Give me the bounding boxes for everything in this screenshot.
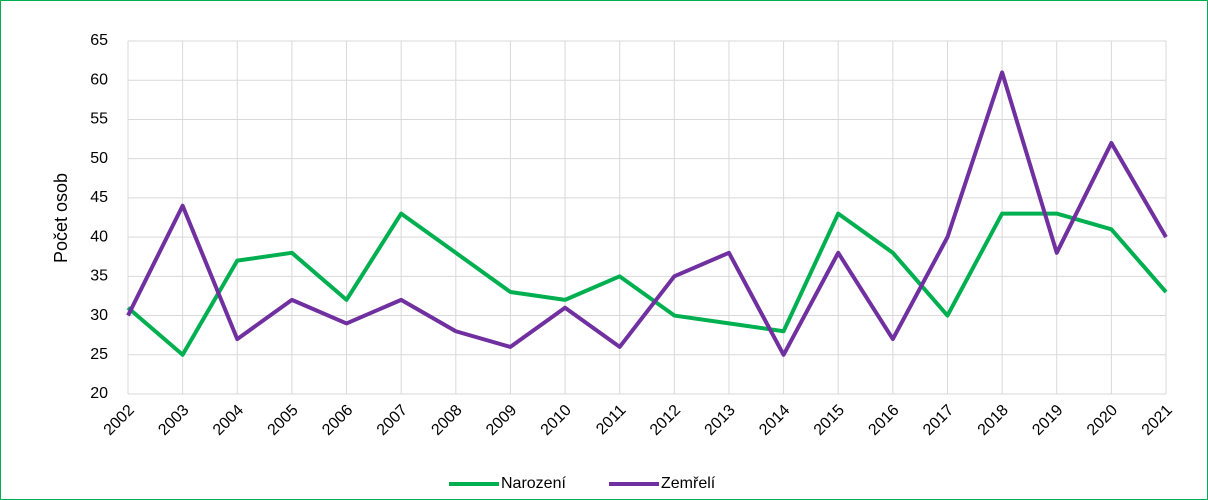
legend-label: Narození: [501, 475, 566, 492]
line-series: [126, 211, 1168, 357]
y-tick-label: 20: [90, 385, 108, 402]
y-tick-label: 65: [90, 32, 108, 49]
y-tick-label: 50: [90, 150, 108, 167]
y-tick-label: 30: [90, 307, 108, 324]
y-tick-label: 25: [90, 346, 108, 363]
y-tick-label: 35: [90, 268, 108, 285]
legend-label: Zemřelí: [661, 475, 716, 492]
y-axis-label: Počet osob: [51, 173, 71, 263]
line-series: [126, 70, 1168, 357]
y-tick-label: 60: [90, 71, 108, 88]
y-tick-label: 55: [90, 111, 108, 128]
y-tick-label: 45: [90, 189, 108, 206]
y-tick-label: 40: [90, 228, 108, 245]
